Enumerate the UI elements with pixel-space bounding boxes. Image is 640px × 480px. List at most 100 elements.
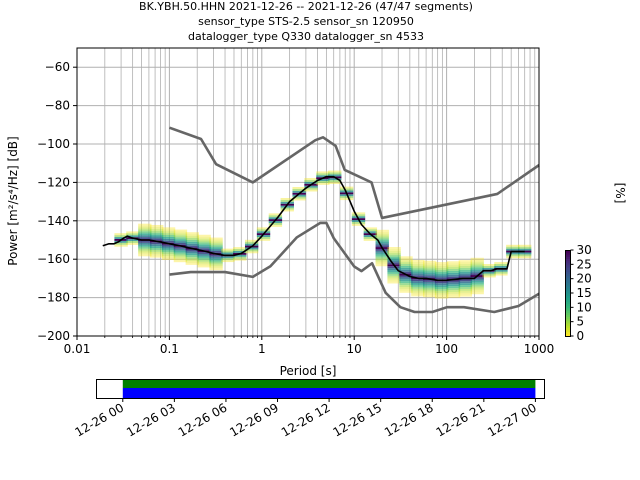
density-cell xyxy=(138,225,152,228)
density-cell xyxy=(470,286,484,289)
density-cell xyxy=(411,269,425,272)
density-cell xyxy=(150,230,164,233)
density-cell xyxy=(268,221,283,223)
title-line-3: datalogger_type Q330 datalogger_sn 4533 xyxy=(188,30,424,43)
density-cell xyxy=(411,263,425,266)
density-cell xyxy=(256,236,271,239)
colorbar-step xyxy=(565,303,571,307)
density-cell xyxy=(328,170,342,173)
density-cell xyxy=(506,252,520,255)
y-tick-label: −60 xyxy=(45,60,70,74)
density-cell xyxy=(446,268,461,271)
density-cell xyxy=(197,244,211,247)
density-cell xyxy=(197,236,211,239)
density-cell xyxy=(150,238,164,241)
density-cell xyxy=(434,283,449,286)
density-cell xyxy=(399,279,413,282)
colorbar-step xyxy=(565,280,571,283)
density-cell xyxy=(399,290,413,293)
density-cell xyxy=(458,288,473,291)
density-cell xyxy=(458,279,473,282)
density-cell xyxy=(126,242,140,245)
density-cell xyxy=(150,224,164,227)
density-cell xyxy=(399,267,413,270)
density-cell xyxy=(185,262,199,265)
density-cell xyxy=(423,260,437,263)
density-cell xyxy=(458,264,473,266)
density-cell xyxy=(470,278,484,281)
density-cell xyxy=(446,272,461,275)
colorbar-step xyxy=(565,308,571,311)
density-cell xyxy=(197,261,211,264)
density-cell xyxy=(197,248,211,251)
density-cell xyxy=(150,246,164,249)
density-cell xyxy=(423,281,437,284)
density-cell xyxy=(351,216,366,219)
density-cell xyxy=(316,173,330,176)
density-cell xyxy=(221,252,235,255)
density-cell xyxy=(161,233,176,236)
density-cell xyxy=(126,235,140,238)
density-cell xyxy=(387,279,401,282)
density-cell xyxy=(470,257,484,260)
density-cell xyxy=(197,253,211,256)
density-cell xyxy=(423,272,437,275)
colorbar-step xyxy=(565,320,571,324)
density-cell xyxy=(197,246,211,249)
density-cell xyxy=(304,179,318,182)
density-cell xyxy=(339,198,354,201)
density-cell xyxy=(197,255,211,258)
density-cell xyxy=(423,270,437,273)
density-cell xyxy=(209,262,223,265)
x-tick-label: 100 xyxy=(435,342,458,356)
y-tick-label: −100 xyxy=(37,137,70,151)
density-cell xyxy=(185,245,199,248)
density-cell xyxy=(375,254,389,257)
density-cell xyxy=(375,245,389,248)
density-cell xyxy=(375,231,389,234)
density-cell xyxy=(423,274,437,277)
density-cell xyxy=(138,233,152,236)
density-cell xyxy=(411,288,425,291)
density-cell xyxy=(173,235,188,238)
density-cell xyxy=(138,237,152,240)
density-cell xyxy=(470,273,484,276)
density-cell xyxy=(173,243,188,245)
x-axis-label: Period [s] xyxy=(280,364,337,378)
density-cell xyxy=(363,231,378,234)
density-cell xyxy=(411,292,425,295)
density-cell xyxy=(387,250,401,253)
density-cell xyxy=(506,254,520,257)
y-axis-label: Power [m²/s⁴/Hz] [dB] xyxy=(6,136,20,265)
density-cell xyxy=(434,294,449,297)
density-cell xyxy=(150,253,164,256)
density-cell xyxy=(423,289,437,292)
density-cell xyxy=(399,260,413,263)
density-cell xyxy=(185,251,199,254)
density-cell xyxy=(363,238,378,241)
colorbar-step xyxy=(565,301,571,305)
density-cell xyxy=(197,242,211,245)
density-cell xyxy=(399,277,413,280)
density-cell xyxy=(470,267,484,270)
density-cell xyxy=(446,290,461,292)
colorbar-step xyxy=(565,325,571,328)
density-cell xyxy=(423,268,437,271)
density-cell xyxy=(161,240,176,243)
density-cell xyxy=(470,292,484,295)
density-cell xyxy=(161,254,176,257)
density-cell xyxy=(316,179,330,182)
density-cell xyxy=(304,189,318,192)
density-cell xyxy=(209,256,223,259)
title-line-1: BK.YBH.50.HHN 2021-12-26 -- 2021-12-26 (… xyxy=(139,0,473,13)
density-cell xyxy=(138,223,152,226)
x-tick-label: 10 xyxy=(347,342,362,356)
density-cell xyxy=(244,249,259,252)
density-cell xyxy=(161,231,176,234)
density-cell xyxy=(375,256,389,259)
density-cell xyxy=(197,238,211,241)
density-cell xyxy=(470,261,484,264)
density-cell xyxy=(387,270,401,272)
density-cell xyxy=(494,271,508,274)
